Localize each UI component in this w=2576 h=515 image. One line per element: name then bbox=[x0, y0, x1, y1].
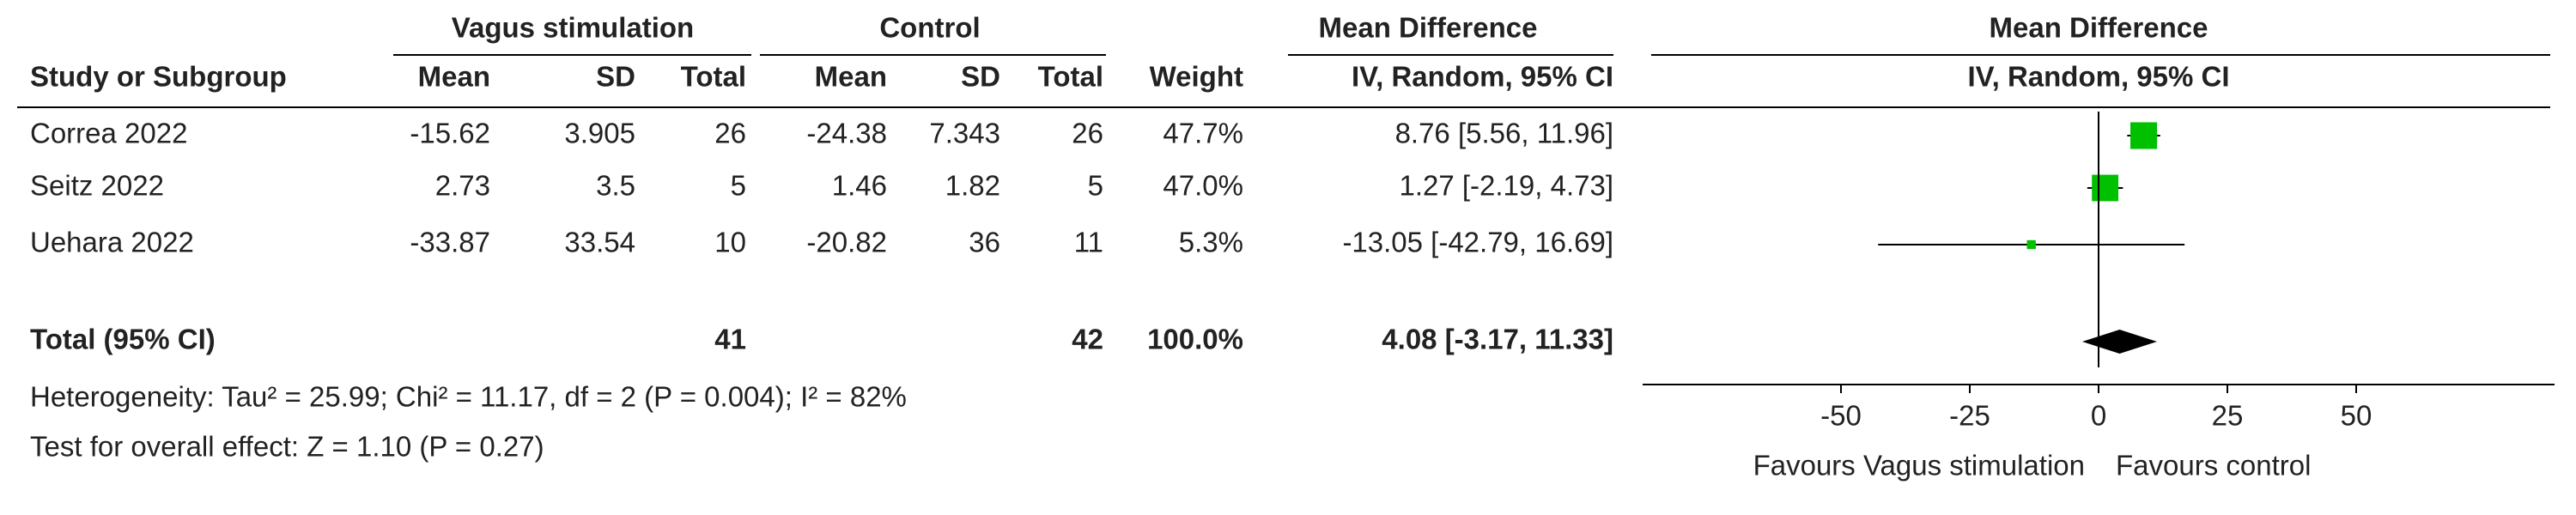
cell: 33.54 bbox=[564, 227, 635, 258]
cell: 3.5 bbox=[596, 170, 635, 202]
cell: -13.05 [-42.79, 16.69] bbox=[1342, 227, 1613, 258]
cell: 1.46 bbox=[832, 170, 887, 202]
x-tick-label: -25 bbox=[1949, 400, 1990, 432]
column-header: Mean bbox=[418, 61, 490, 93]
column-header: SD bbox=[596, 61, 635, 93]
heterogeneity: Heterogeneity: Tau² = 25.99; Chi² = 11.1… bbox=[30, 381, 907, 413]
cell: -33.87 bbox=[410, 227, 490, 258]
cell: 5.3% bbox=[1179, 227, 1243, 258]
total-cell: 42 bbox=[1072, 324, 1103, 355]
column-header: Weight bbox=[1150, 61, 1243, 93]
cell: 1.27 [-2.19, 4.73] bbox=[1399, 170, 1613, 202]
cell: 26 bbox=[1072, 118, 1103, 149]
group-header: Control bbox=[879, 12, 980, 44]
study-square bbox=[2092, 174, 2119, 202]
group-header: Mean Difference bbox=[1990, 12, 2208, 44]
study-name: Seitz 2022 bbox=[30, 170, 164, 202]
group-header: Vagus stimulation bbox=[452, 12, 694, 44]
cell: 36 bbox=[969, 227, 1000, 258]
plot-subheader: IV, Random, 95% CI bbox=[1967, 61, 2229, 93]
column-header: SD bbox=[961, 61, 1000, 93]
cell: 11 bbox=[1074, 227, 1103, 258]
x-tick-label: 50 bbox=[2341, 400, 2372, 432]
study-name: Uehara 2022 bbox=[30, 227, 194, 258]
cell: 3.905 bbox=[564, 118, 635, 149]
cell: 10 bbox=[714, 227, 746, 258]
total-cell: 41 bbox=[714, 324, 746, 355]
column-header: IV, Random, 95% CI bbox=[1352, 61, 1613, 93]
cell: 47.7% bbox=[1163, 118, 1243, 149]
x-tick-label: 0 bbox=[2091, 400, 2106, 432]
group-header: Mean Difference bbox=[1319, 12, 1538, 44]
total-cell: 100.0% bbox=[1147, 324, 1243, 355]
cell: 26 bbox=[714, 118, 746, 149]
cell: 8.76 [5.56, 11.96] bbox=[1395, 118, 1613, 149]
favours-left: Favours Vagus stimulation bbox=[1753, 450, 2085, 482]
column-header: Total bbox=[1038, 61, 1103, 93]
study-square bbox=[2026, 239, 2036, 250]
cell: 5 bbox=[1088, 170, 1103, 202]
x-tick-label: 25 bbox=[2212, 400, 2244, 432]
cell: 2.73 bbox=[435, 170, 490, 202]
x-tick-label: -50 bbox=[1820, 400, 1862, 432]
total-name: Total (95% CI) bbox=[30, 324, 216, 355]
column-header: Total bbox=[681, 61, 746, 93]
total-diamond bbox=[2081, 330, 2157, 354]
cell: 5 bbox=[731, 170, 746, 202]
total-cell: 4.08 [-3.17, 11.33] bbox=[1382, 324, 1613, 355]
overall-effect: Test for overall effect: Z = 1.10 (P = 0… bbox=[30, 431, 544, 463]
cell: 7.343 bbox=[929, 118, 1000, 149]
cell: 47.0% bbox=[1163, 170, 1243, 202]
cell: 1.82 bbox=[945, 170, 1000, 202]
column-header: Mean bbox=[815, 61, 887, 93]
column-header: Study or Subgroup bbox=[30, 61, 287, 93]
cell: -15.62 bbox=[410, 118, 490, 149]
cell: -20.82 bbox=[806, 227, 887, 258]
favours-right: Favours control bbox=[2116, 450, 2311, 482]
study-square bbox=[2130, 122, 2158, 149]
cell: -24.38 bbox=[806, 118, 887, 149]
study-name: Correa 2022 bbox=[30, 118, 187, 149]
